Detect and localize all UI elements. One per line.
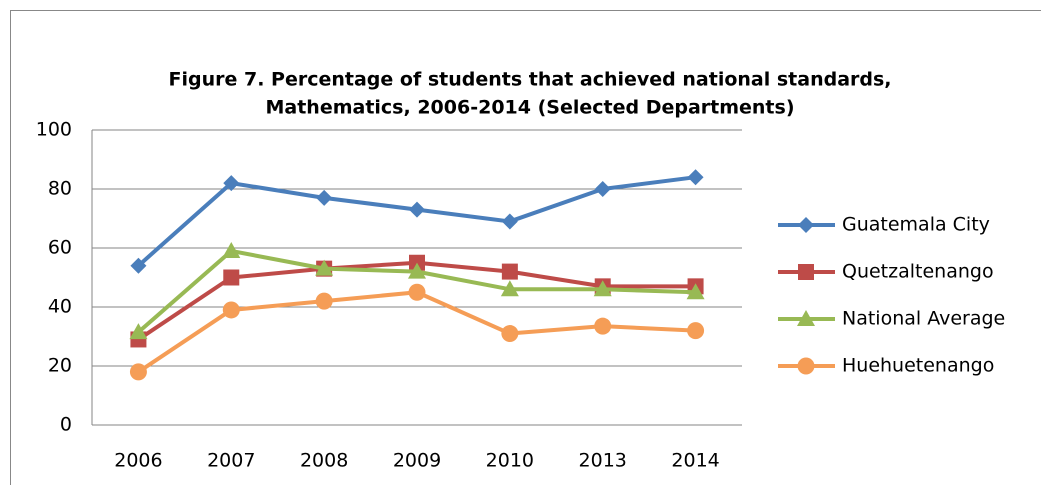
marker [798,264,814,280]
x-tick-label: 2014 [671,450,719,472]
y-tick-label: 20 [48,355,72,377]
marker [501,263,518,280]
x-tick-label: 2006 [114,450,162,472]
marker [408,262,426,279]
marker [222,301,240,319]
x-tick-label: 2009 [393,450,441,472]
y-tick-label: 80 [48,178,72,200]
marker [593,280,612,297]
legend-label: Guatemala City [842,214,990,236]
marker [316,189,333,206]
y-tick-label: 0 [60,414,72,436]
marker [501,325,519,343]
marker [798,217,814,233]
chart-title: Figure 7. Percentage of students that ac… [168,69,891,91]
marker [409,201,425,218]
legend-label: Quetzaltenango [842,261,994,283]
x-tick-label: 2008 [300,450,348,472]
y-tick-label: 100 [36,119,72,141]
legend-label: National Average [842,308,1005,330]
x-tick-label: 2007 [207,450,255,472]
y-tick-label: 40 [48,296,72,318]
marker [500,280,519,297]
marker [687,169,704,186]
marker [130,257,147,274]
marker [129,323,148,340]
marker [223,269,240,286]
marker [223,175,240,192]
legend-label: Huehuetenango [842,355,994,377]
marker [315,292,333,310]
marker [501,213,518,230]
marker [797,357,815,375]
marker [408,283,426,301]
marker [686,283,705,300]
marker [594,317,612,335]
marker [129,363,147,381]
y-tick-label: 60 [48,237,72,259]
marker [222,241,241,258]
marker [687,322,705,340]
chart-title: Mathematics, 2006-2014 (Selected Departm… [265,97,794,119]
x-tick-label: 2013 [579,450,627,472]
marker [315,259,334,276]
x-tick-label: 2010 [486,450,534,472]
marker [797,310,815,326]
marker [594,181,611,197]
